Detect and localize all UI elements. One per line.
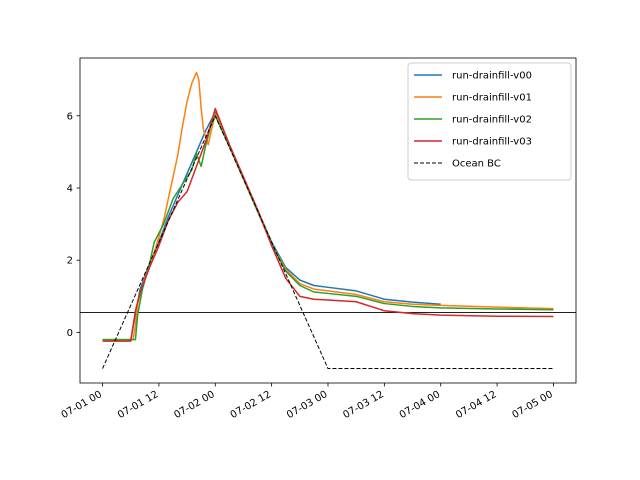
y-tick-label-3: 6 [67, 111, 73, 122]
y-axis: 0 2 4 6 [67, 111, 80, 339]
y-tick-label-0: 0 [67, 328, 73, 339]
legend: run-drainfill-v00 run-drainfill-v01 run-dr… [407, 62, 572, 181]
series-line-4 [102, 115, 554, 370]
legend-label-3: run-drainfill-v03 [452, 137, 532, 148]
legend-label-4: Ocean BC [452, 159, 501, 170]
legend-label-2: run-drainfill-v02 [452, 115, 532, 126]
legend-label-0: run-drainfill-v00 [452, 71, 532, 82]
series-line-3 [102, 107, 554, 342]
y-tick-label-1: 2 [67, 256, 73, 267]
legend-box [407, 62, 572, 181]
y-tick-label-2: 4 [67, 184, 73, 195]
series-group [102, 71, 554, 370]
legend-label-1: run-drainfill-v01 [452, 93, 532, 104]
